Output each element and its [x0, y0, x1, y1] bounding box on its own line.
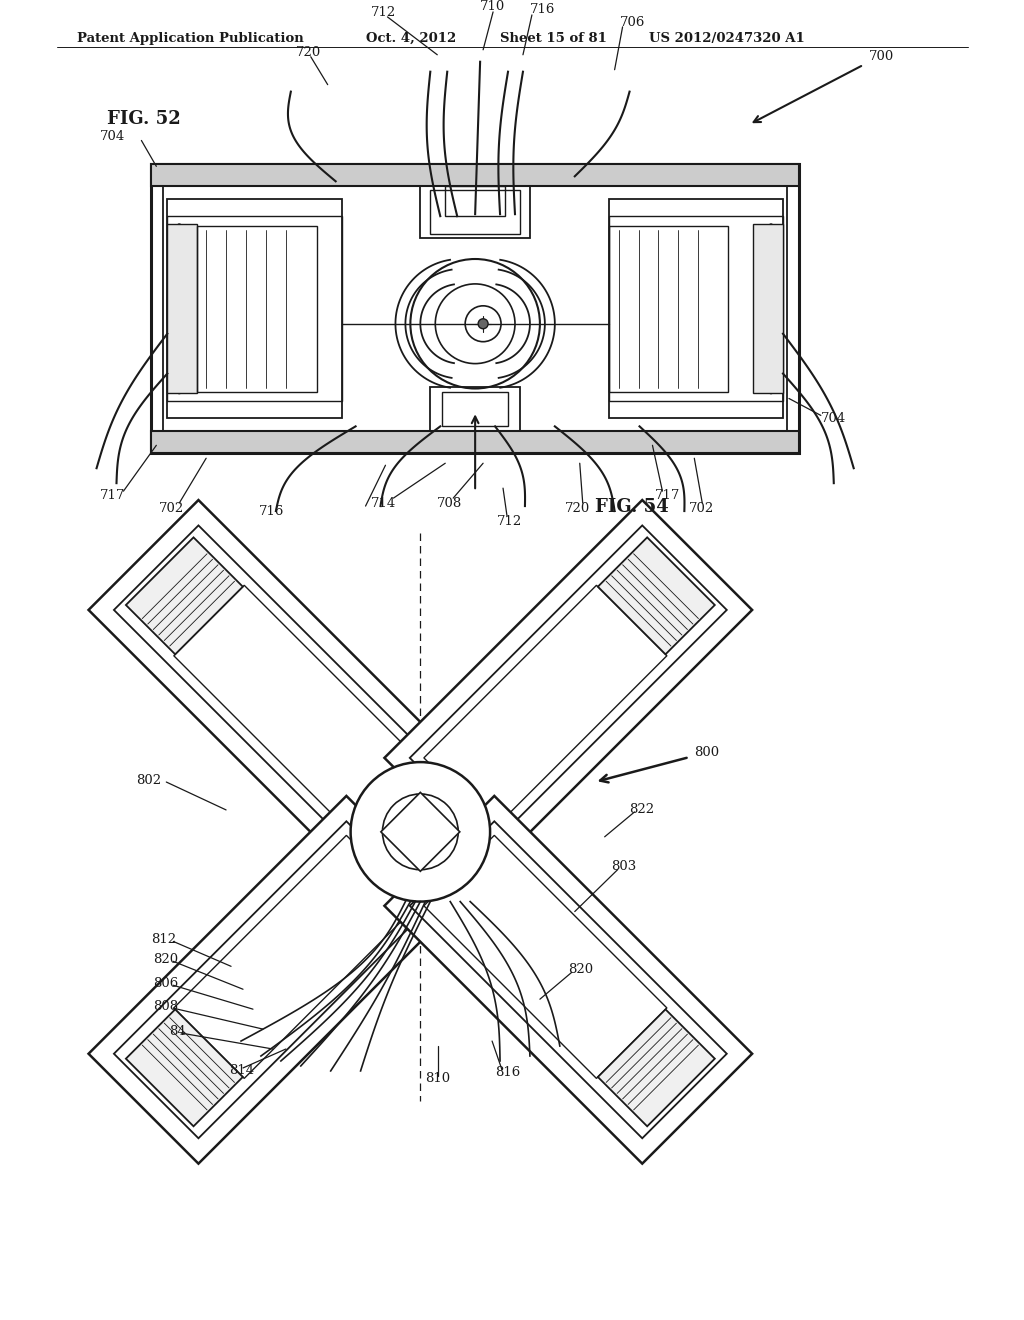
Text: Patent Application Publication: Patent Application Publication — [77, 32, 303, 45]
Text: 810: 810 — [425, 1072, 451, 1085]
Text: 808: 808 — [154, 999, 178, 1012]
Text: 820: 820 — [567, 962, 593, 975]
Text: 816: 816 — [495, 1067, 520, 1080]
Text: 812: 812 — [152, 933, 176, 946]
Text: 814: 814 — [229, 1064, 254, 1077]
Text: 714: 714 — [371, 496, 396, 510]
Polygon shape — [126, 1010, 243, 1126]
Text: 717: 717 — [99, 488, 125, 502]
Text: 708: 708 — [437, 496, 463, 510]
Bar — [420, 186, 530, 238]
Bar — [152, 432, 799, 453]
Text: 84: 84 — [169, 1024, 186, 1038]
Bar — [608, 216, 783, 401]
Circle shape — [402, 814, 438, 850]
Text: 820: 820 — [154, 953, 178, 966]
Text: 702: 702 — [689, 502, 715, 515]
Polygon shape — [126, 537, 243, 655]
Polygon shape — [381, 792, 460, 871]
Text: 712: 712 — [497, 515, 522, 528]
Text: 706: 706 — [620, 16, 645, 29]
Text: 717: 717 — [654, 488, 680, 502]
Circle shape — [413, 824, 428, 840]
Bar — [442, 392, 508, 426]
Bar — [608, 199, 783, 418]
Bar — [445, 186, 505, 216]
Text: 704: 704 — [821, 412, 846, 425]
Bar — [152, 165, 799, 186]
Text: 720: 720 — [296, 46, 322, 59]
Bar — [608, 226, 728, 392]
Text: 803: 803 — [611, 861, 637, 874]
Text: 806: 806 — [154, 977, 178, 990]
Text: Oct. 4, 2012: Oct. 4, 2012 — [366, 32, 456, 45]
Polygon shape — [384, 796, 753, 1164]
Polygon shape — [384, 500, 753, 867]
Polygon shape — [598, 1010, 715, 1126]
Bar — [198, 226, 316, 392]
Text: Sheet 15 of 81: Sheet 15 of 81 — [500, 32, 607, 45]
Text: 700: 700 — [868, 50, 894, 63]
Bar — [167, 224, 198, 393]
Text: US 2012/0247320 A1: US 2012/0247320 A1 — [649, 32, 805, 45]
Bar — [430, 387, 520, 432]
Bar — [163, 186, 787, 432]
Text: 704: 704 — [99, 129, 125, 143]
Text: 822: 822 — [630, 804, 654, 817]
Text: FIG. 52: FIG. 52 — [106, 110, 180, 128]
Polygon shape — [88, 500, 457, 867]
Text: 712: 712 — [371, 7, 396, 20]
Text: 716: 716 — [530, 4, 555, 16]
Polygon shape — [598, 537, 715, 655]
Text: FIG. 54: FIG. 54 — [595, 498, 669, 516]
Text: 716: 716 — [259, 504, 285, 517]
Text: 702: 702 — [160, 502, 184, 515]
Bar — [430, 190, 520, 234]
Bar — [753, 224, 783, 393]
Polygon shape — [88, 796, 457, 1164]
Circle shape — [350, 762, 490, 902]
Bar — [152, 165, 799, 453]
Text: 800: 800 — [694, 746, 720, 759]
Text: 720: 720 — [565, 502, 590, 515]
Text: 802: 802 — [136, 774, 162, 787]
Text: 710: 710 — [480, 0, 506, 13]
Bar — [167, 216, 342, 401]
Circle shape — [478, 318, 488, 329]
Bar — [167, 199, 342, 418]
